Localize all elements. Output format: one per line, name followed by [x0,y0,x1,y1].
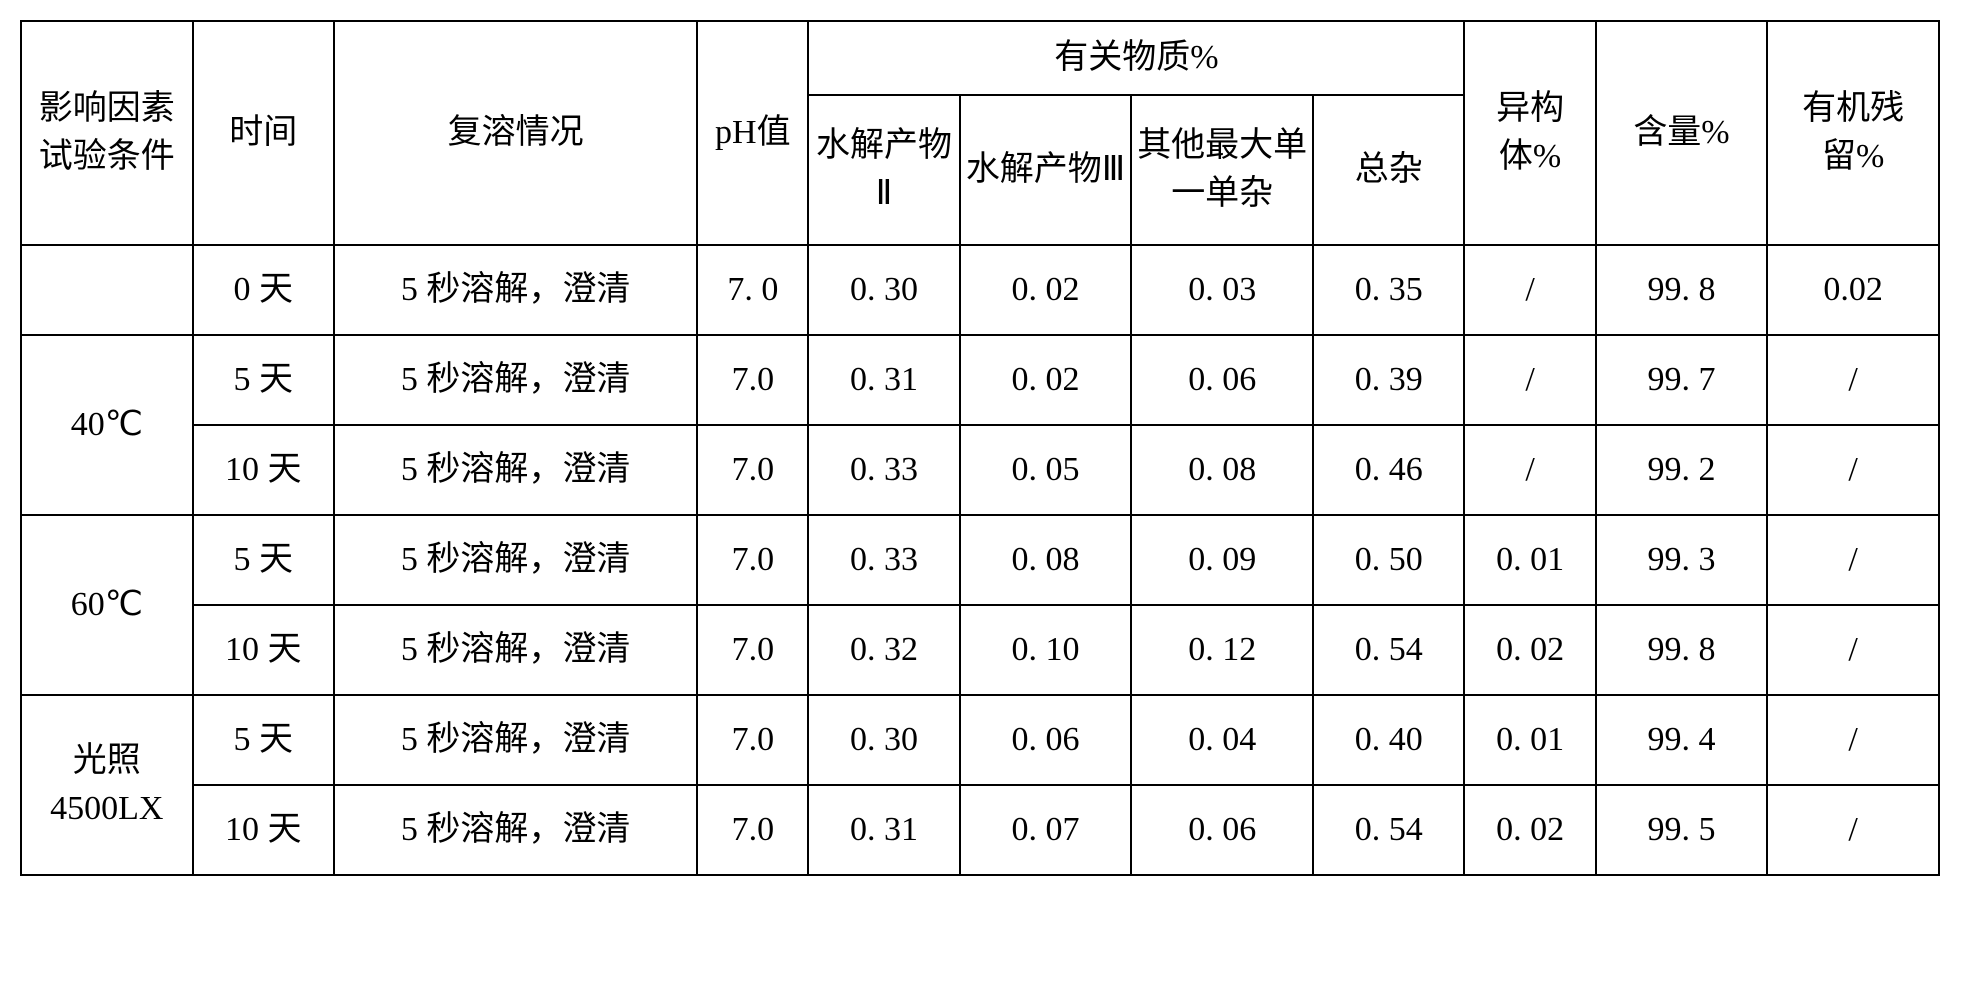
table-row: 光照4500LX 5 天 5 秒溶解，澄清 7.0 0. 30 0. 06 0.… [21,695,1939,785]
cell-ph: 7.0 [697,515,808,605]
cell-h2: 0. 32 [808,605,959,695]
col-hydrolysis-3: 水解产物Ⅲ [960,95,1132,245]
cell-time: 5 天 [193,515,334,605]
cell-total: 0. 54 [1313,605,1464,695]
cell-h2: 0. 30 [808,245,959,335]
col-total-imp: 总杂 [1313,95,1464,245]
cell-redissolve: 5 秒溶解，澄清 [334,605,697,695]
col-assay: 含量% [1596,21,1768,245]
cell-other: 0. 08 [1131,425,1313,515]
cell-ph: 7.0 [697,695,808,785]
cell-total: 0. 54 [1313,785,1464,875]
cell-assay: 99. 4 [1596,695,1768,785]
cell-residue: / [1767,605,1939,695]
cell-time: 10 天 [193,785,334,875]
cell-iso: / [1464,245,1595,335]
cell-iso: 0. 02 [1464,605,1595,695]
cell-time: 5 天 [193,335,334,425]
cell-h3: 0. 02 [960,245,1132,335]
col-isomer: 异构体% [1464,21,1595,245]
cell-redissolve: 5 秒溶解，澄清 [334,695,697,785]
cell-iso: 0. 01 [1464,695,1595,785]
cell-redissolve: 5 秒溶解，澄清 [334,425,697,515]
cell-condition [21,245,193,335]
cell-total: 0. 46 [1313,425,1464,515]
col-redissolve: 复溶情况 [334,21,697,245]
cell-h3: 0. 10 [960,605,1132,695]
cell-residue: / [1767,515,1939,605]
cell-ph: 7. 0 [697,245,808,335]
cell-condition: 40℃ [21,335,193,515]
cell-redissolve: 5 秒溶解，澄清 [334,335,697,425]
cell-ph: 7.0 [697,785,808,875]
cell-total: 0. 35 [1313,245,1464,335]
cell-residue: / [1767,425,1939,515]
cell-residue: / [1767,695,1939,785]
col-residue: 有机残留% [1767,21,1939,245]
cell-assay: 99. 8 [1596,605,1768,695]
cell-total: 0. 40 [1313,695,1464,785]
cell-iso: / [1464,335,1595,425]
cell-other: 0. 06 [1131,785,1313,875]
cell-assay: 99. 7 [1596,335,1768,425]
cell-other: 0. 06 [1131,335,1313,425]
cell-h2: 0. 33 [808,425,959,515]
cell-other: 0. 03 [1131,245,1313,335]
cell-residue: / [1767,785,1939,875]
cell-ph: 7.0 [697,335,808,425]
table-container: 影响因素试验条件 时间 复溶情况 pH值 有关物质% 异构体% 含量% 有机残留… [0,0,1966,896]
table-row: 10 天 5 秒溶解，澄清 7.0 0. 31 0. 07 0. 06 0. 5… [21,785,1939,875]
col-time: 时间 [193,21,334,245]
cell-time: 10 天 [193,425,334,515]
cell-redissolve: 5 秒溶解，澄清 [334,515,697,605]
cell-assay: 99. 3 [1596,515,1768,605]
cell-h3: 0. 06 [960,695,1132,785]
cell-iso: / [1464,425,1595,515]
cell-time: 5 天 [193,695,334,785]
cell-time: 0 天 [193,245,334,335]
cell-h2: 0. 31 [808,335,959,425]
cell-iso: 0. 02 [1464,785,1595,875]
table-row: 40℃ 5 天 5 秒溶解，澄清 7.0 0. 31 0. 02 0. 06 0… [21,335,1939,425]
col-related-group: 有关物质% [808,21,1464,95]
table-row: 10 天 5 秒溶解，澄清 7.0 0. 33 0. 05 0. 08 0. 4… [21,425,1939,515]
table-row: 60℃ 5 天 5 秒溶解，澄清 7.0 0. 33 0. 08 0. 09 0… [21,515,1939,605]
stability-table: 影响因素试验条件 时间 复溶情况 pH值 有关物质% 异构体% 含量% 有机残留… [20,20,1940,876]
cell-total: 0. 50 [1313,515,1464,605]
cell-assay: 99. 8 [1596,245,1768,335]
col-other-max: 其他最大单一单杂 [1131,95,1313,245]
cell-h3: 0. 05 [960,425,1132,515]
cell-time: 10 天 [193,605,334,695]
col-ph: pH值 [697,21,808,245]
cell-redissolve: 5 秒溶解，澄清 [334,245,697,335]
header-row-1: 影响因素试验条件 时间 复溶情况 pH值 有关物质% 异构体% 含量% 有机残留… [21,21,1939,95]
cell-residue: 0.02 [1767,245,1939,335]
cell-ph: 7.0 [697,425,808,515]
cell-total: 0. 39 [1313,335,1464,425]
cell-assay: 99. 2 [1596,425,1768,515]
table-row: 10 天 5 秒溶解，澄清 7.0 0. 32 0. 10 0. 12 0. 5… [21,605,1939,695]
cell-ph: 7.0 [697,605,808,695]
cell-h2: 0. 33 [808,515,959,605]
cell-h3: 0. 02 [960,335,1132,425]
cell-residue: / [1767,335,1939,425]
cell-h2: 0. 31 [808,785,959,875]
cell-other: 0. 12 [1131,605,1313,695]
cell-h2: 0. 30 [808,695,959,785]
col-hydrolysis-2: 水解产物Ⅱ [808,95,959,245]
cell-redissolve: 5 秒溶解，澄清 [334,785,697,875]
cell-iso: 0. 01 [1464,515,1595,605]
table-row: 0 天 5 秒溶解，澄清 7. 0 0. 30 0. 02 0. 03 0. 3… [21,245,1939,335]
cell-h3: 0. 07 [960,785,1132,875]
cell-condition: 60℃ [21,515,193,695]
col-condition: 影响因素试验条件 [21,21,193,245]
cell-condition: 光照4500LX [21,695,193,875]
cell-other: 0. 04 [1131,695,1313,785]
cell-h3: 0. 08 [960,515,1132,605]
cell-other: 0. 09 [1131,515,1313,605]
cell-assay: 99. 5 [1596,785,1768,875]
